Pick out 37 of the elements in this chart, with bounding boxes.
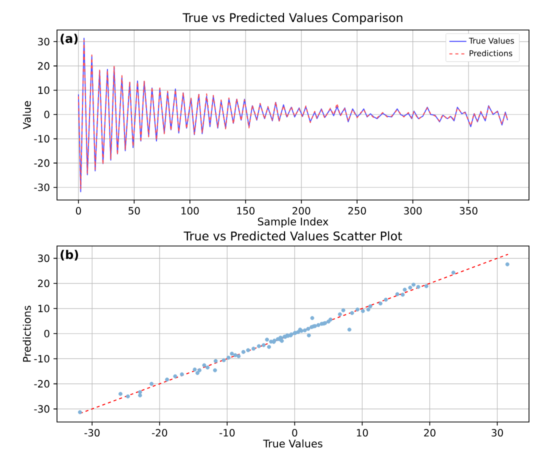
x-tick-label: 20 [424, 428, 436, 437]
x-tick-label: -10 [220, 428, 235, 437]
annotation: (b) [60, 250, 78, 260]
y-tick-label: 10 [38, 304, 50, 312]
x-tick-label: 100 [181, 206, 199, 215]
x-tick-label: 150 [237, 206, 254, 215]
x-tick-label: 0 [76, 206, 81, 215]
y-tick-label: 20 [38, 280, 50, 288]
annotation: (a) [60, 34, 78, 44]
y-axis-title: Value [22, 101, 31, 130]
y-tick-label: -10 [34, 135, 50, 143]
y-tick-label: -30 [34, 184, 50, 192]
x-axis-title: Sample Index [258, 217, 328, 228]
x-tick-label: 0 [292, 428, 298, 437]
y-tick-label: 30 [38, 254, 50, 262]
x-tick-label: 300 [404, 206, 422, 215]
y-axis-title: Predictions [22, 306, 31, 362]
y-tick-label: -10 [34, 354, 50, 362]
y-tick-label: 10 [38, 86, 50, 94]
x-tick-label: 250 [348, 206, 366, 215]
x-tick-label: 30 [492, 428, 503, 437]
x-tick-label: 50 [128, 206, 140, 215]
x-tick-label: 200 [292, 206, 310, 215]
y-tick-label: -20 [34, 159, 50, 167]
y-tick-label: 30 [38, 38, 50, 46]
y-tick-label: 0 [44, 110, 50, 118]
y-tick-label: -20 [34, 380, 50, 388]
y-tick-label: -30 [34, 405, 50, 413]
y-tick-label: 20 [38, 62, 50, 70]
x-tick-label: 10 [356, 428, 368, 437]
x-tick-label: -30 [84, 428, 100, 437]
chart-title: True vs Predicted Values Scatter Plot [184, 231, 402, 240]
x-tick-label: 350 [460, 206, 478, 215]
x-tick-label: -20 [152, 428, 168, 437]
chart-title: True vs Predicted Values Comparison [182, 12, 402, 24]
y-tick-label: 0 [44, 330, 50, 338]
x-axis-title: True Values [263, 439, 322, 448]
